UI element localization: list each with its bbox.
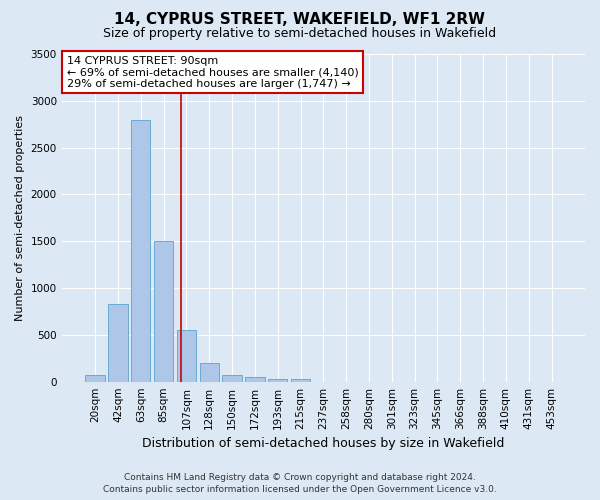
Bar — [108, 304, 128, 382]
Text: Contains HM Land Registry data © Crown copyright and database right 2024.
Contai: Contains HM Land Registry data © Crown c… — [103, 472, 497, 494]
Bar — [268, 379, 287, 382]
Text: Size of property relative to semi-detached houses in Wakefield: Size of property relative to semi-detach… — [103, 28, 497, 40]
Bar — [177, 330, 196, 382]
Text: 14 CYPRUS STREET: 90sqm
← 69% of semi-detached houses are smaller (4,140)
29% of: 14 CYPRUS STREET: 90sqm ← 69% of semi-de… — [67, 56, 359, 89]
Text: 14, CYPRUS STREET, WAKEFIELD, WF1 2RW: 14, CYPRUS STREET, WAKEFIELD, WF1 2RW — [115, 12, 485, 28]
Bar — [85, 374, 105, 382]
Bar — [131, 120, 151, 382]
Bar — [223, 374, 242, 382]
Bar — [291, 380, 310, 382]
X-axis label: Distribution of semi-detached houses by size in Wakefield: Distribution of semi-detached houses by … — [142, 437, 505, 450]
Bar — [200, 363, 219, 382]
Bar — [154, 241, 173, 382]
Bar — [245, 377, 265, 382]
Y-axis label: Number of semi-detached properties: Number of semi-detached properties — [15, 115, 25, 321]
